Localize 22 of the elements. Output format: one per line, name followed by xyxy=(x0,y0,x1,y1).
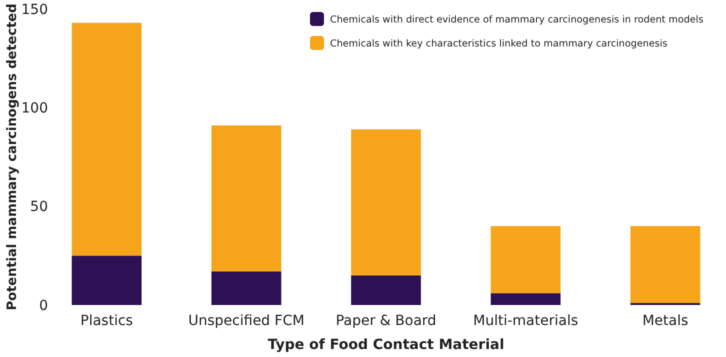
x-tick-label: Unspecified FCM xyxy=(188,313,304,329)
x-tick-label: Metals xyxy=(642,313,688,329)
bar xyxy=(351,275,421,305)
x-axis-title: Type of Food Contact Material xyxy=(268,337,504,353)
bar xyxy=(72,22,142,256)
bar xyxy=(211,125,282,272)
y-axis-title: Potential mammary carcinogens detected xyxy=(5,4,20,310)
x-tick-label: Plastics xyxy=(80,313,133,329)
legend-label: Chemicals with direct evidence of mammary carcinogenesis in rodent models xyxy=(330,14,704,26)
bar xyxy=(72,256,142,305)
x-tick-label: Multi-materials xyxy=(473,313,578,329)
bar xyxy=(630,226,700,304)
y-tick-label: 100 xyxy=(21,100,48,117)
y-tick-label: 150 xyxy=(21,2,48,18)
bar xyxy=(490,226,561,294)
bar xyxy=(490,293,561,305)
x-tick-label: Paper & Board xyxy=(336,313,436,329)
y-tick-label: 0 xyxy=(39,298,48,314)
bar xyxy=(351,129,421,276)
bar xyxy=(211,271,282,305)
legend-label: Chemicals with key characteristics linked to mammary carcinogenesis xyxy=(330,38,668,50)
y-tick-label: 50 xyxy=(30,199,48,216)
